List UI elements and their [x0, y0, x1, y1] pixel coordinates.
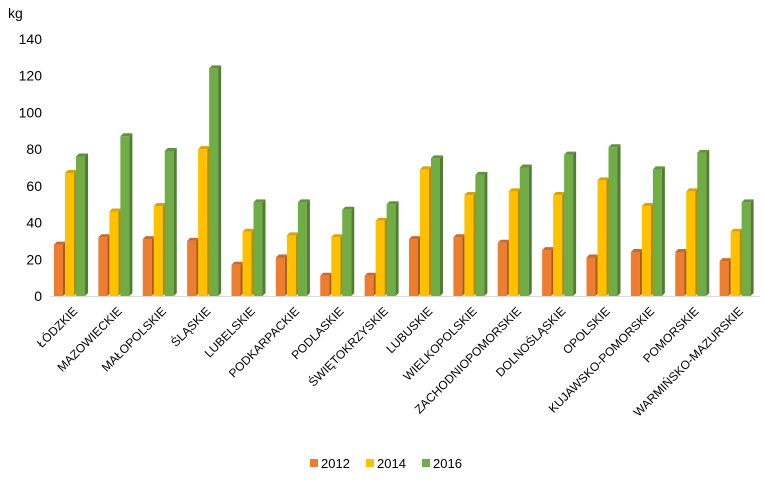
bar-2012	[98, 234, 111, 296]
legend-swatch	[310, 459, 318, 467]
bar-2016	[608, 144, 621, 296]
bar-2012	[453, 234, 466, 296]
legend-item-2014: 2014	[366, 456, 406, 471]
bar-2016	[342, 206, 355, 296]
bar-2012	[675, 248, 688, 296]
y-tick-label: 120	[19, 68, 43, 84]
legend-item-2012: 2012	[310, 456, 350, 471]
bar-2012	[497, 239, 510, 296]
y-tick-label: 140	[19, 31, 43, 47]
bar-2014	[597, 177, 610, 296]
legend-swatch	[422, 459, 430, 467]
bar-2016	[697, 149, 710, 296]
legend-label: 2012	[321, 456, 350, 471]
y-axis-ticks: 0 20 40 60 80 100 120 140	[19, 31, 43, 304]
bar-2014	[242, 228, 255, 296]
legend-item-2016: 2016	[422, 456, 462, 471]
legend-swatch	[366, 459, 374, 467]
y-tick-label: 100	[19, 104, 43, 120]
y-axis-unit-label: kg	[8, 5, 23, 21]
y-tick-label: 20	[26, 251, 42, 267]
bar-2012	[231, 261, 244, 296]
bar-2016	[76, 153, 88, 296]
bar-2016	[386, 201, 399, 296]
bar-2012	[364, 272, 377, 296]
bar-2014	[508, 188, 521, 296]
bar-2014	[641, 203, 654, 296]
legend-label: 2016	[433, 456, 462, 471]
bars	[54, 65, 754, 296]
y-tick-label: 40	[26, 215, 42, 231]
bar-2012	[187, 237, 200, 296]
bar-2012	[630, 248, 643, 296]
bar-2014	[65, 170, 77, 296]
bar-2012	[320, 272, 333, 296]
bar-2014	[464, 192, 477, 296]
bar-2012	[54, 241, 66, 296]
bar-2012	[142, 236, 155, 296]
bar-2016	[431, 155, 443, 296]
bar-2012	[542, 247, 555, 296]
bar-2014	[420, 166, 432, 296]
bar-2016	[297, 199, 310, 296]
bar-2016	[164, 147, 177, 296]
bar-2016	[253, 199, 266, 296]
bar-2014	[286, 232, 299, 296]
bar-2014	[686, 188, 699, 296]
bar-2016	[475, 171, 488, 296]
bar-2012	[409, 236, 421, 296]
bar-2014	[331, 234, 344, 296]
bar-2016	[120, 133, 133, 296]
bar-2014	[730, 228, 743, 296]
bar-2016	[652, 166, 665, 296]
bar-2016	[741, 199, 754, 296]
bar-2014	[198, 146, 211, 296]
bar-2012	[586, 254, 599, 296]
y-tick-label: 80	[26, 141, 42, 157]
y-tick-label: 0	[34, 288, 42, 304]
legend-label: 2014	[377, 456, 406, 471]
bar-2012	[275, 254, 288, 296]
bar-2014	[109, 208, 122, 296]
bar-2014	[153, 203, 166, 296]
category-label: ŚLĄSKIE	[167, 304, 213, 350]
bar-2016	[519, 164, 532, 296]
bar-2014	[553, 192, 566, 296]
category-label: ŁÓDZKIE	[33, 304, 80, 351]
category-label: ŚWIĘTOKRZYSKIE	[305, 304, 391, 390]
legend: 2012 2014 2016	[310, 456, 462, 471]
bar-2016	[564, 151, 577, 296]
bar-2014	[375, 217, 388, 296]
bar-2012	[719, 258, 732, 296]
y-tick-label: 60	[26, 178, 42, 194]
bar-2016	[209, 65, 222, 296]
